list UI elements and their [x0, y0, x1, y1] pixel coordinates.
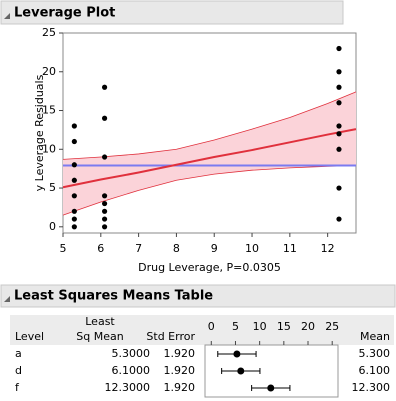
- point: [101, 84, 108, 90]
- disclosure-icon[interactable]: [4, 296, 10, 302]
- point: [336, 45, 342, 52]
- y-tick-label: 10: [42, 142, 56, 155]
- point: [101, 200, 108, 207]
- point: [101, 193, 108, 199]
- table-cell: 1.920: [164, 364, 196, 377]
- table-cell: 5.300: [359, 347, 391, 360]
- y-tick-label: 0: [49, 220, 56, 233]
- table-cell: 1.920: [164, 347, 196, 360]
- confidence-curve: [62, 165, 357, 216]
- mean-dot: [233, 350, 241, 358]
- y-tick-label: 5: [49, 181, 56, 194]
- table-cell: 5.3000: [112, 347, 151, 360]
- mini-tick-label: 0: [208, 320, 215, 333]
- mini-tick-label: 20: [301, 320, 315, 333]
- table-cell: 1.920: [164, 381, 196, 394]
- table-cell: a: [15, 347, 22, 360]
- point: [101, 115, 108, 121]
- mini-tick-label: 25: [325, 320, 339, 333]
- mean-dot: [267, 384, 275, 392]
- table-cell: 12.3000: [105, 381, 151, 394]
- x-tick-label: 5: [60, 242, 67, 255]
- x-tick-label: 12: [321, 242, 335, 255]
- point: [336, 84, 342, 90]
- point: [71, 162, 77, 168]
- point: [101, 154, 108, 160]
- point: [336, 185, 342, 191]
- section-title: Least Squares Means Table: [14, 289, 213, 304]
- column-header: Mean: [360, 330, 390, 343]
- table-cell: 12.300: [352, 381, 391, 394]
- mean-dot: [237, 367, 245, 375]
- table-cell: 6.100: [359, 364, 391, 377]
- point: [101, 224, 108, 230]
- section-title: Leverage Plot: [14, 6, 115, 21]
- x-tick-label: 11: [283, 242, 297, 255]
- table-cell: d: [15, 364, 22, 377]
- disclosure-icon[interactable]: [4, 13, 10, 19]
- x-tick-label: 7: [135, 242, 142, 255]
- x-tick-label: 10: [245, 242, 259, 255]
- column-header: Std Error: [146, 330, 195, 343]
- y-tick-label: 15: [42, 104, 56, 117]
- y-tick-label: 20: [42, 65, 56, 78]
- mini-tick-label: 5: [232, 320, 239, 333]
- point: [336, 146, 342, 152]
- point: [336, 123, 342, 129]
- point: [71, 216, 77, 222]
- x-tick-label: 8: [173, 242, 180, 255]
- mini-tick-label: 15: [277, 320, 291, 333]
- point: [336, 131, 342, 137]
- column-header: Least: [85, 315, 115, 328]
- point: [71, 138, 77, 145]
- x-tick-label: 9: [211, 242, 218, 255]
- table-header: [10, 315, 394, 345]
- y-axis-label: y Leverage Residuals: [33, 74, 46, 191]
- point: [71, 224, 77, 230]
- column-header: Sq Mean: [76, 330, 123, 343]
- mini-tick-label: 10: [253, 320, 267, 333]
- point: [101, 208, 108, 214]
- table-cell: 6.1000: [112, 364, 151, 377]
- confidence-curve: [62, 91, 357, 160]
- fit-line: [62, 128, 357, 189]
- point: [336, 100, 342, 106]
- point: [71, 208, 77, 214]
- y-tick-label: 25: [42, 26, 56, 39]
- point: [71, 123, 77, 129]
- point: [71, 177, 77, 183]
- point: [101, 216, 108, 222]
- x-axis-label: Drug Leverage, P=0.0305: [138, 261, 281, 274]
- point: [71, 193, 77, 199]
- confidence-band: [63, 91, 356, 216]
- section-header[interactable]: [0, 0, 344, 25]
- section-header[interactable]: [0, 284, 396, 308]
- column-header: Level: [15, 330, 44, 343]
- x-tick-label: 6: [97, 242, 104, 255]
- point: [336, 69, 342, 75]
- point: [336, 216, 342, 222]
- table-cell: f: [15, 381, 20, 394]
